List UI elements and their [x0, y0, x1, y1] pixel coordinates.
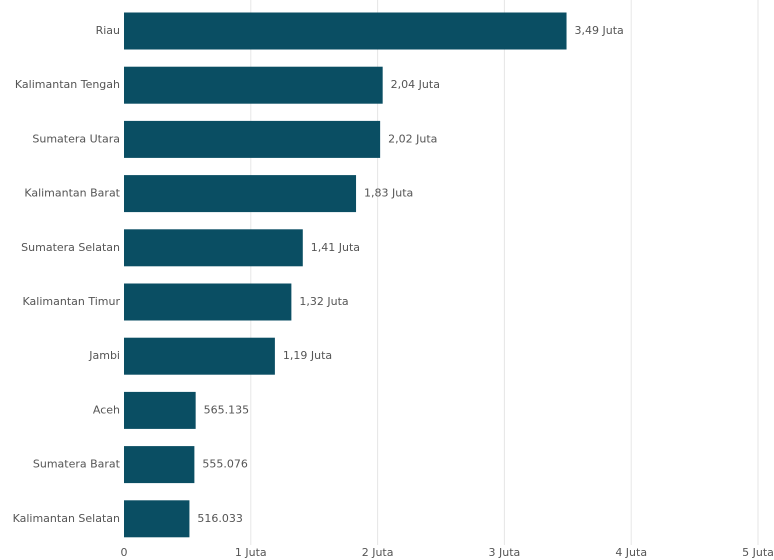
data-label: 1,32 Juta	[299, 295, 348, 308]
bar[interactable]	[124, 446, 195, 484]
bar[interactable]	[124, 283, 292, 321]
bar[interactable]	[124, 66, 383, 104]
x-tick-label: 1 Juta	[235, 546, 267, 559]
x-tick-label: 2 Juta	[362, 546, 394, 559]
category-label: Jambi	[88, 349, 120, 362]
category-label: Riau	[96, 24, 120, 37]
bar-layer	[124, 12, 567, 538]
category-label: Kalimantan Timur	[23, 295, 121, 308]
x-tick-label: 3 Juta	[489, 546, 521, 559]
data-label: 1,83 Juta	[364, 187, 413, 200]
bar[interactable]	[124, 12, 567, 50]
x-tick-label: 5 Juta	[742, 546, 774, 559]
bar[interactable]	[124, 391, 196, 429]
bar[interactable]	[124, 337, 275, 375]
bar[interactable]	[124, 500, 190, 538]
bar[interactable]	[124, 120, 381, 158]
category-label: Kalimantan Tengah	[15, 78, 120, 91]
data-label: 1,41 Juta	[311, 241, 360, 254]
data-label: 1,19 Juta	[283, 349, 332, 362]
category-label: Kalimantan Barat	[24, 187, 120, 200]
data-label: 3,49 Juta	[575, 24, 624, 37]
bar[interactable]	[124, 175, 357, 213]
category-label: Sumatera Utara	[32, 132, 120, 145]
data-label: 555.076	[202, 458, 248, 471]
x-tick-label: 4 Juta	[615, 546, 647, 559]
bar[interactable]	[124, 229, 303, 267]
category-label: Kalimantan Selatan	[13, 512, 120, 525]
x-axis: 0 1 Juta 2 Juta 3 Juta 4 Juta 5 Juta	[121, 546, 774, 559]
data-label: 2,04 Juta	[391, 78, 440, 91]
data-label: 2,02 Juta	[388, 132, 437, 145]
category-label: Sumatera Barat	[33, 458, 121, 471]
data-label: 516.033	[197, 512, 243, 525]
category-label: Sumatera Selatan	[21, 241, 120, 254]
x-tick-label: 0	[121, 546, 128, 559]
category-label: Aceh	[93, 403, 120, 416]
label-layer: Riau 3,49 Juta Kalimantan Tengah 2,04 Juta S…	[13, 24, 624, 525]
data-label: 565.135	[204, 403, 250, 416]
